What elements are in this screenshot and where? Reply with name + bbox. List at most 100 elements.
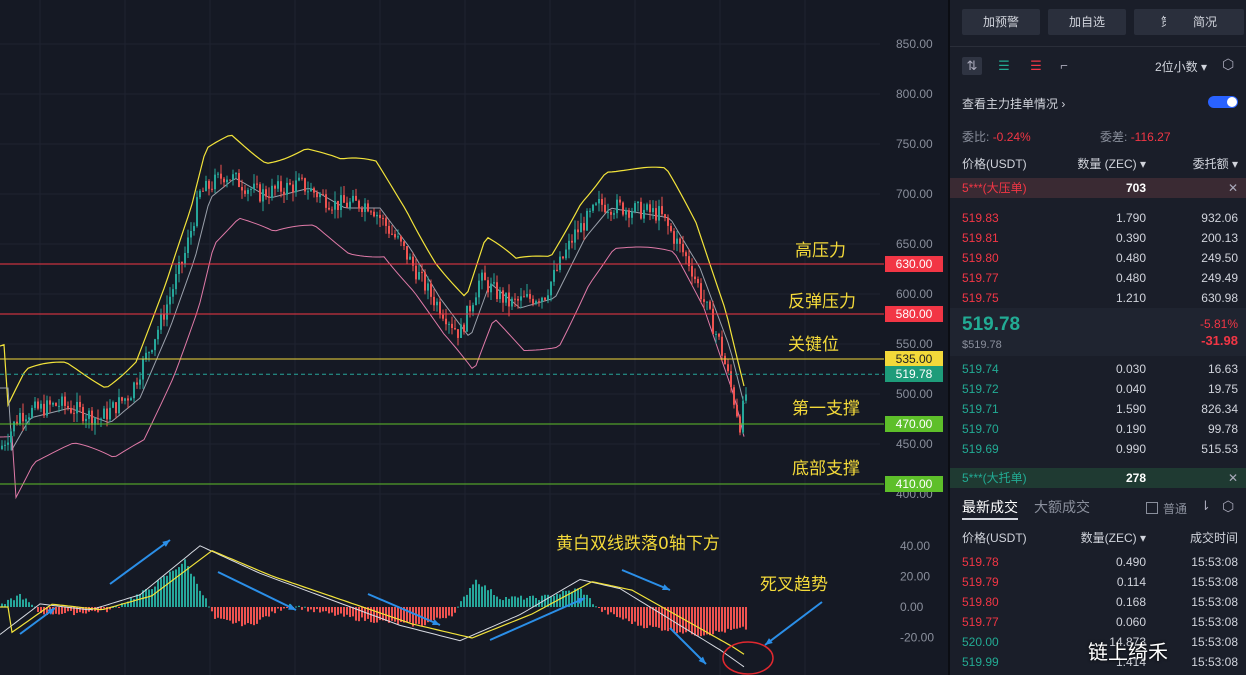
candle	[652, 208, 654, 212]
candle	[88, 411, 90, 419]
macd-histogram-bar	[502, 600, 504, 607]
big-sell-order[interactable]: 5***(大压单) 703 ✕	[950, 178, 1246, 198]
macd-histogram-bar	[280, 607, 282, 611]
macd-tick-label: 0.00	[900, 600, 924, 614]
filter-icon[interactable]: ⇂	[1200, 498, 1211, 514]
candle	[295, 180, 297, 192]
ask-row[interactable]: 519.77 0.480 249.49	[950, 268, 1246, 288]
macd-histogram-bar	[28, 602, 30, 607]
bid-row[interactable]: 519.69 0.990 515.53	[950, 439, 1246, 459]
annotation-rebound-resistance: 反弹压力	[788, 287, 856, 312]
candle	[292, 185, 294, 193]
bid-row[interactable]: 519.70 0.190 99.78	[950, 419, 1246, 439]
macd-histogram-bar	[724, 607, 726, 633]
candle	[715, 334, 717, 335]
candle	[742, 401, 744, 433]
candle	[4, 445, 6, 446]
macd-histogram-bar	[190, 574, 192, 607]
ask-qty: 0.480	[1116, 248, 1146, 268]
trade-row[interactable]: 519.80 0.168 15:53:08	[950, 592, 1246, 612]
candle	[310, 188, 312, 191]
candle	[118, 397, 120, 413]
candle	[562, 257, 564, 259]
macd-histogram-bar	[259, 607, 261, 620]
ask-row[interactable]: 519.83 1.790 932.06	[950, 208, 1246, 228]
price-tick-label: 800.00	[896, 87, 933, 101]
macd-histogram-bar	[613, 607, 615, 614]
last-price: 519.78	[962, 314, 1020, 336]
trade-row[interactable]: 519.79 0.114 15:53:08	[950, 572, 1246, 592]
book-bids-icon[interactable]: ☰	[994, 57, 1014, 75]
tab-latest-trades[interactable]: 最新成交	[962, 497, 1018, 517]
candle	[658, 206, 660, 220]
bid-amount: 16.63	[1208, 359, 1238, 379]
candle	[709, 302, 711, 309]
close-icon[interactable]: ✕	[1228, 178, 1238, 198]
ask-price: 519.75	[962, 288, 999, 308]
macd-histogram-bar	[295, 607, 297, 608]
bid-row[interactable]: 519.74 0.030 16.63	[950, 359, 1246, 379]
macd-histogram-bar	[205, 598, 207, 607]
macd-histogram-bar	[364, 607, 366, 621]
candle	[421, 272, 423, 273]
macd-histogram-bar	[253, 607, 255, 625]
candle	[277, 181, 279, 189]
diff-value: -116.27	[1131, 130, 1171, 144]
candle	[127, 398, 129, 400]
chart-area[interactable]: 850.00 800.00 750.00 700.00 650.00 600.00 550.…	[0, 0, 948, 675]
overview-button[interactable]: 简况	[1166, 9, 1244, 35]
add-watchlist-button[interactable]: 加自选	[1048, 9, 1126, 35]
close-icon[interactable]: ✕	[1228, 468, 1238, 488]
trade-row[interactable]: 519.78 0.490 15:53:08	[950, 552, 1246, 572]
ask-row[interactable]: 519.81 0.390 200.13	[950, 228, 1246, 248]
add-alert-button[interactable]: 加预警	[962, 9, 1040, 35]
candle	[379, 215, 381, 218]
macd-histogram-bar	[175, 569, 177, 607]
candle	[457, 329, 459, 338]
bid-row[interactable]: 519.71 1.590 826.34	[950, 399, 1246, 419]
candle	[202, 191, 204, 192]
macd-histogram-bar	[163, 576, 165, 607]
macd-histogram-bar	[391, 607, 393, 621]
book-trades-icon[interactable]: ⌐	[1054, 57, 1074, 75]
candle	[109, 408, 111, 420]
macd-histogram-bar	[742, 607, 744, 627]
big-buy-order[interactable]: 5***(大托单) 278 ✕	[950, 468, 1246, 488]
normal-checkbox[interactable]	[1146, 502, 1158, 514]
macd-tick-label: -20.00	[900, 631, 934, 645]
tab-big-trades[interactable]: 大额成交	[1034, 497, 1090, 517]
book-asks-icon[interactable]: ☰	[1026, 57, 1046, 75]
book-both-icon[interactable]: ⇅	[962, 57, 982, 75]
ask-row[interactable]: 519.80 0.480 249.50	[950, 248, 1246, 268]
candle	[736, 405, 738, 417]
candle	[289, 183, 291, 185]
candle	[58, 406, 60, 407]
depth-toggle[interactable]	[1208, 96, 1238, 108]
candle	[166, 304, 168, 319]
settings-icon[interactable]: ⬡	[1222, 498, 1234, 515]
depth-link[interactable]: 查看主力挂单情况 ›	[962, 95, 1065, 112]
price-tick-label: 750.00	[896, 137, 933, 151]
candle	[676, 239, 678, 244]
macd-histogram-bar	[247, 607, 249, 623]
macd-histogram-bar	[151, 589, 153, 607]
macd-histogram-bar	[643, 607, 645, 628]
macd-histogram-bar	[193, 576, 195, 607]
price-axis: 850.00 800.00 750.00 700.00 650.00 600.00 550.…	[896, 37, 934, 645]
trade-row[interactable]: 519.77 0.060 15:53:08	[950, 612, 1246, 632]
ask-row[interactable]: 519.75 1.210 630.98	[950, 288, 1246, 308]
macd-histogram-bar	[409, 607, 411, 622]
candle	[664, 214, 666, 218]
candle	[445, 319, 447, 325]
macd-histogram-bar	[658, 607, 660, 628]
price-tick-label: 650.00	[896, 237, 933, 251]
candle	[634, 203, 636, 212]
bid-row[interactable]: 519.72 0.040 19.75	[950, 379, 1246, 399]
macd-histogram-bar	[328, 607, 330, 613]
decimals-select[interactable]: 2位小数 ▾	[1155, 58, 1207, 75]
settings-icon[interactable]: ⬡	[1222, 56, 1234, 73]
candle	[409, 257, 411, 260]
macd-histogram-bar	[652, 607, 654, 627]
change-absolute: -31.98	[1201, 333, 1238, 348]
trade-time: 15:53:08	[1191, 572, 1238, 592]
